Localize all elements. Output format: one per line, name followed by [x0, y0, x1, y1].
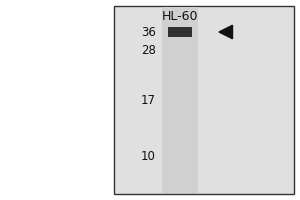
Text: 17: 17 — [141, 94, 156, 106]
Polygon shape — [219, 25, 232, 39]
Text: 10: 10 — [141, 150, 156, 162]
Bar — [114, 6, 294, 194]
Text: 28: 28 — [141, 44, 156, 56]
Bar — [162, 7, 198, 193]
Bar — [168, 27, 192, 37]
Text: HL-60: HL-60 — [162, 9, 198, 22]
Text: 36: 36 — [141, 25, 156, 38]
